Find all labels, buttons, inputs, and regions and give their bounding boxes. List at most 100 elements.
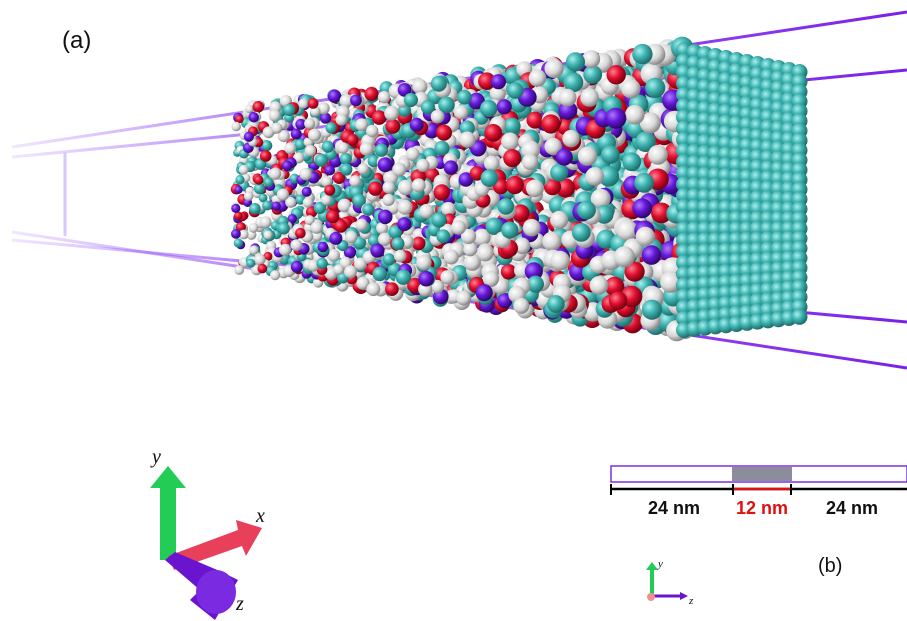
atom bbox=[346, 134, 358, 146]
atom bbox=[340, 163, 352, 175]
atom bbox=[550, 164, 568, 182]
atom bbox=[580, 88, 599, 107]
axis-label: z bbox=[235, 593, 244, 615]
atom bbox=[318, 242, 329, 253]
axis-label: z bbox=[688, 595, 694, 607]
atom bbox=[550, 211, 568, 229]
x-arrow bbox=[647, 593, 655, 601]
atom bbox=[527, 112, 544, 129]
atom bbox=[418, 271, 434, 287]
atom bbox=[529, 69, 547, 87]
slab bbox=[732, 467, 792, 481]
atom bbox=[385, 282, 399, 296]
atom bbox=[396, 270, 411, 285]
atom bbox=[315, 154, 328, 167]
atom bbox=[451, 220, 466, 235]
atom bbox=[234, 265, 244, 275]
atom bbox=[444, 160, 458, 174]
atom bbox=[384, 106, 399, 121]
atom bbox=[541, 114, 560, 133]
atom bbox=[491, 74, 506, 89]
atom bbox=[368, 181, 382, 195]
atom bbox=[278, 222, 290, 234]
atom bbox=[231, 229, 241, 239]
atom bbox=[431, 212, 446, 227]
atom bbox=[282, 161, 293, 172]
atom bbox=[454, 105, 468, 119]
atom bbox=[634, 173, 654, 193]
atom bbox=[476, 284, 493, 301]
atom bbox=[246, 259, 255, 268]
atom bbox=[316, 258, 327, 269]
atom bbox=[559, 89, 577, 107]
atom bbox=[607, 65, 626, 84]
atom bbox=[501, 132, 519, 150]
atom bbox=[383, 194, 395, 206]
atom bbox=[231, 204, 240, 213]
atom bbox=[498, 198, 515, 215]
atom bbox=[357, 163, 368, 174]
atom bbox=[562, 130, 579, 147]
atom bbox=[614, 246, 635, 267]
atom bbox=[642, 245, 662, 265]
y-arrow-head bbox=[646, 562, 658, 570]
atom bbox=[298, 99, 308, 109]
atom bbox=[234, 238, 243, 247]
atom bbox=[383, 181, 396, 194]
atom bbox=[419, 204, 434, 219]
atom bbox=[271, 123, 282, 134]
atom bbox=[370, 244, 384, 258]
atom bbox=[254, 254, 265, 265]
atom bbox=[436, 125, 452, 141]
atom bbox=[457, 90, 472, 105]
atom bbox=[547, 295, 565, 313]
atom bbox=[262, 201, 272, 211]
segment-label: 24 nm bbox=[648, 498, 700, 518]
atom bbox=[416, 255, 431, 270]
atom bbox=[507, 82, 524, 99]
y-arrow bbox=[150, 466, 186, 560]
atom bbox=[249, 246, 258, 255]
z-arrow-head bbox=[196, 570, 236, 614]
atom bbox=[304, 118, 315, 129]
atom bbox=[577, 201, 596, 220]
atom bbox=[436, 229, 450, 243]
atom bbox=[234, 186, 242, 194]
atom bbox=[431, 110, 445, 124]
atom bbox=[642, 300, 662, 320]
atom bbox=[545, 59, 564, 78]
atom bbox=[392, 163, 406, 177]
atom bbox=[303, 197, 313, 207]
molecules bbox=[231, 37, 808, 342]
atom bbox=[526, 179, 544, 197]
atom bbox=[324, 185, 335, 196]
atom bbox=[503, 149, 521, 167]
atom bbox=[338, 142, 349, 153]
atom bbox=[392, 237, 405, 250]
atom bbox=[264, 178, 274, 188]
atom bbox=[550, 251, 570, 271]
atom bbox=[480, 100, 497, 117]
atom bbox=[302, 187, 312, 197]
axis-label: x bbox=[255, 505, 265, 527]
atom bbox=[645, 78, 665, 98]
atom bbox=[585, 167, 604, 186]
atom bbox=[590, 276, 609, 295]
atom bbox=[440, 270, 454, 284]
schematic-b: 24 nm 12 nm 24 nm (b) y z bbox=[610, 466, 907, 607]
atom bbox=[322, 141, 334, 153]
atom bbox=[291, 239, 303, 251]
segment-label: 12 nm bbox=[736, 498, 788, 518]
atom bbox=[345, 231, 358, 244]
panel-label: (b) bbox=[818, 555, 842, 577]
axes-a: y x z bbox=[150, 446, 265, 620]
atom bbox=[324, 165, 335, 176]
atom bbox=[279, 244, 291, 256]
atom bbox=[632, 44, 652, 64]
atom bbox=[254, 175, 263, 184]
atom bbox=[484, 124, 502, 142]
atom bbox=[378, 91, 390, 103]
atom bbox=[556, 149, 573, 166]
axis-label: y bbox=[657, 558, 663, 570]
atom bbox=[501, 222, 518, 239]
